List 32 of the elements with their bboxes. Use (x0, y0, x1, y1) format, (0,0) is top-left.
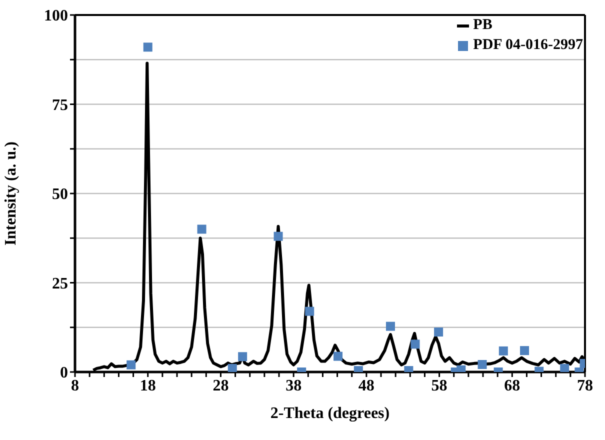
y-axis-title: Intensity (a. u.) (2, 141, 20, 246)
y-tick-label: 75 (52, 96, 68, 114)
x-tick-label: 18 (140, 377, 156, 394)
point (478, 360, 487, 370)
x-axis-title: 2-Theta (degrees) (270, 405, 390, 422)
x-tick-label: 38 (286, 377, 302, 394)
point (126, 360, 136, 370)
y-tick-label: 50 (52, 186, 68, 204)
point (334, 352, 343, 361)
point (228, 364, 237, 372)
legend-label: PDF 04-016-2997 (473, 37, 583, 54)
x-tick-label: 58 (431, 377, 448, 394)
point (434, 328, 444, 337)
point (498, 346, 508, 356)
point (143, 42, 152, 52)
point (520, 346, 530, 356)
point (410, 340, 420, 349)
x-tick-label: 48 (358, 377, 374, 394)
point (197, 224, 206, 234)
y-tick-label: 100 (44, 8, 68, 25)
point (560, 364, 570, 372)
x-tick-label: 8 (71, 377, 79, 394)
point (274, 232, 283, 241)
legend-label: PB (473, 17, 492, 34)
x-tick-label: 68 (504, 377, 520, 394)
x-tick-label: 28 (212, 377, 229, 394)
point (305, 306, 314, 316)
x-tick-label: 78 (577, 377, 593, 394)
point (386, 322, 395, 331)
point (238, 352, 248, 362)
y-tick-label: 25 (52, 275, 68, 292)
y-tick-label: 0 (60, 364, 68, 382)
